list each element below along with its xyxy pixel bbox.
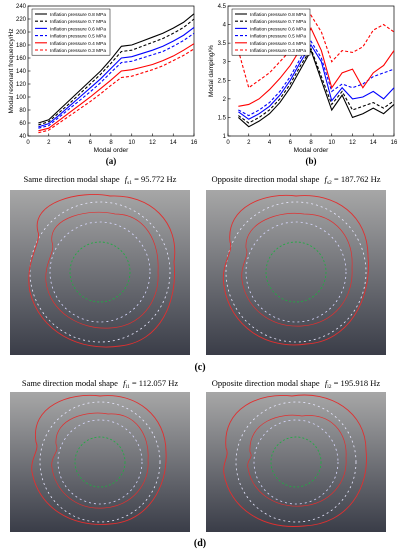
x-axis-label: Modal order	[94, 147, 130, 154]
legend-entry: Inflation pressure 0.5 MPa	[250, 34, 306, 40]
series-line-1	[38, 13, 195, 124]
legend-box	[31, 8, 111, 56]
y-tick-label: 120	[16, 82, 27, 88]
y-tick-label: 2.5	[218, 78, 227, 84]
legend-entry: Inflation pressure 0.7 MPa	[250, 19, 306, 25]
x-tick-label: 10	[328, 140, 335, 146]
label-a: (a)	[106, 156, 117, 166]
y-tick-label: 4.5	[218, 4, 227, 10]
y-tick-label: 4	[223, 23, 227, 29]
series-line-2	[38, 18, 195, 126]
series-line-3	[38, 27, 195, 128]
legend-entry: Inflation pressure 0.3 MPa	[50, 48, 106, 54]
modal-shape-image-s1	[10, 190, 190, 355]
y-tick-label: 1.5	[218, 115, 227, 121]
series-line-1	[238, 49, 395, 128]
shape-title-l1: Same direction modal shape fl1 = 112.057…	[22, 378, 178, 390]
y-tick-label: 3	[223, 60, 227, 66]
y-axis-label: Modal damping/%	[208, 45, 215, 97]
x-tick-label: 14	[170, 140, 177, 146]
y-tick-label: 3.5	[218, 41, 227, 47]
x-tick-label: 16	[391, 140, 398, 146]
y-tick-label: 140	[16, 69, 27, 75]
modal-shapes: Same direction modal shape fs1 = 95.772 …	[10, 174, 386, 549]
label-c: (c)	[194, 362, 205, 373]
y-tick-label: 40	[19, 134, 26, 140]
legend-entry: Inflation pressure 0.5 MPa	[50, 34, 106, 40]
x-tick-label: 12	[349, 140, 356, 146]
legend-entry: Inflation pressure 0.4 MPa	[250, 41, 306, 47]
y-tick-label: 100	[16, 95, 27, 101]
y-tick-label: 80	[19, 108, 26, 114]
modal-shape-image-s2	[206, 190, 386, 355]
y-tick-label: 240	[16, 4, 27, 10]
x-tick-label: 0	[26, 140, 30, 146]
label-d: (d)	[194, 538, 206, 549]
y-tick-label: 1	[223, 134, 227, 140]
x-tick-label: 10	[128, 140, 135, 146]
y-tick-label: 220	[16, 17, 27, 23]
series-line-4	[38, 32, 195, 129]
x-tick-label: 0	[226, 140, 230, 146]
series-line-5	[38, 43, 195, 132]
legend-entry: Inflation pressure 0.8 MPa	[50, 12, 106, 18]
legend-entry: Inflation pressure 0.8 MPa	[250, 12, 306, 18]
legend-entry: Inflation pressure 0.3 MPa	[250, 48, 306, 54]
label-b: (b)	[306, 156, 317, 166]
y-tick-label: 180	[16, 43, 27, 49]
x-tick-label: 2	[47, 140, 51, 146]
legend-entry: Inflation pressure 0.6 MPa	[50, 26, 106, 32]
series-line-5	[238, 27, 395, 107]
modal-shape-image-l1	[10, 392, 190, 532]
y-tick-label: 200	[16, 30, 27, 36]
y-tick-label: 160	[16, 56, 27, 62]
y-tick-label: 2	[223, 97, 227, 103]
shape-title-s2: Opposite direction modal shape fs2 = 187…	[212, 174, 381, 186]
x-tick-label: 8	[109, 140, 113, 146]
chart-b: 0 2 4 6 8 10 12 14 16 1 1.5 2 2.5 3 3.5 4 4.5 Modal order…	[208, 4, 398, 166]
shape-title-s1: Same direction modal shape fs1 = 95.772 …	[24, 174, 177, 186]
chart-a: 0 2 4 6 8 10 12 14 16 40 60 80 100 120 140 160 180 200 220…	[8, 4, 198, 166]
x-tick-label: 16	[191, 140, 198, 146]
x-tick-label: 4	[268, 140, 272, 146]
x-tick-label: 6	[289, 140, 293, 146]
x-tick-label: 12	[149, 140, 156, 146]
series-line-2	[238, 47, 395, 124]
series-line-3	[238, 43, 395, 120]
x-tick-label: 4	[68, 140, 72, 146]
legend-entry: Inflation pressure 0.4 MPa	[50, 41, 106, 47]
x-tick-label: 14	[370, 140, 377, 146]
y-tick-label: 60	[19, 121, 26, 127]
legend-entry: Inflation pressure 0.7 MPa	[50, 19, 106, 25]
x-tick-label: 6	[89, 140, 93, 146]
legend-entry: Inflation pressure 0.6 MPa	[250, 26, 306, 32]
y-axis-label: Modal resonant frequency/Hz	[8, 29, 15, 114]
x-tick-label: 8	[309, 140, 313, 146]
shape-title-l2: Opposite direction modal shape fl2 = 195…	[212, 378, 381, 390]
modal-shape-image-l2	[206, 392, 386, 532]
series-line-6	[237, 14, 395, 89]
x-axis-label: Modal order	[294, 147, 330, 154]
legend-box	[231, 8, 311, 56]
x-tick-label: 2	[247, 140, 251, 146]
